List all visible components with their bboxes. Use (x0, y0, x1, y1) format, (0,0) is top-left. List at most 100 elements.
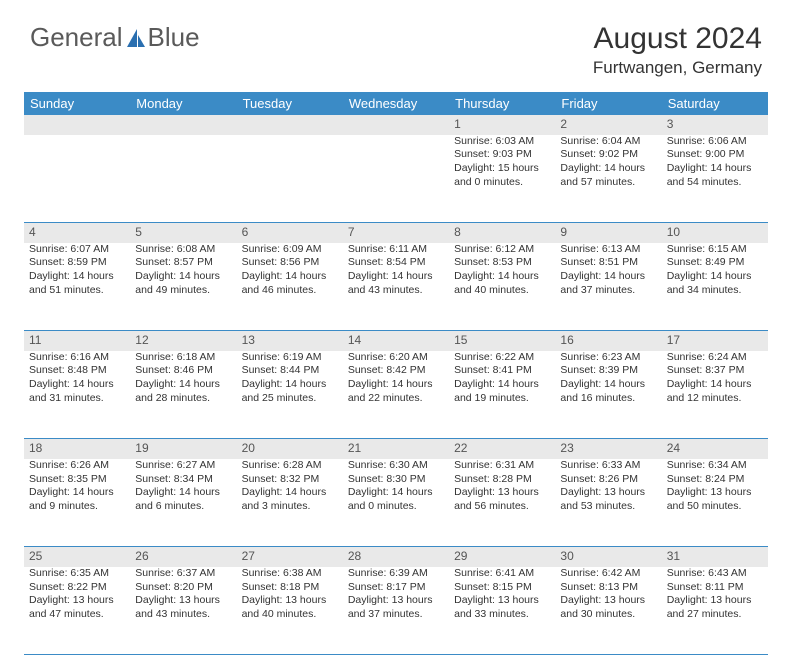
sunrise-text: Sunrise: 6:09 AM (242, 243, 338, 257)
daylight2-text: and 43 minutes. (348, 284, 444, 298)
day-cell: Sunrise: 6:19 AMSunset: 8:44 PMDaylight:… (237, 351, 343, 439)
sunset-text: Sunset: 8:32 PM (242, 473, 338, 487)
sunrise-text: Sunrise: 6:04 AM (560, 135, 656, 149)
daylight1-text: Daylight: 14 hours (454, 270, 550, 284)
sunset-text: Sunset: 8:48 PM (29, 364, 125, 378)
daylight2-text: and 40 minutes. (454, 284, 550, 298)
day-cell: Sunrise: 6:31 AMSunset: 8:28 PMDaylight:… (449, 459, 555, 547)
sunset-text: Sunset: 8:42 PM (348, 364, 444, 378)
day-number: 29 (449, 547, 555, 567)
sunset-text: Sunset: 8:22 PM (29, 581, 125, 595)
daylight1-text: Daylight: 13 hours (667, 486, 763, 500)
daylight2-text: and 19 minutes. (454, 392, 550, 406)
day-number: 28 (343, 547, 449, 567)
day-cell (24, 135, 130, 223)
daylight1-text: Daylight: 13 hours (29, 594, 125, 608)
day-number: 14 (343, 331, 449, 351)
day-number: 7 (343, 223, 449, 243)
daylight1-text: Daylight: 14 hours (242, 378, 338, 392)
sunrise-text: Sunrise: 6:30 AM (348, 459, 444, 473)
day-number (130, 115, 236, 135)
daylight2-text: and 3 minutes. (242, 500, 338, 514)
day-number: 23 (555, 439, 661, 459)
daylight2-text: and 31 minutes. (29, 392, 125, 406)
day-cell: Sunrise: 6:07 AMSunset: 8:59 PMDaylight:… (24, 243, 130, 331)
sunset-text: Sunset: 8:13 PM (560, 581, 656, 595)
page-header: General Blue August 2024 Furtwangen, Ger… (0, 0, 792, 84)
sunset-text: Sunset: 8:28 PM (454, 473, 550, 487)
daylight2-text: and 53 minutes. (560, 500, 656, 514)
daylight2-text: and 51 minutes. (29, 284, 125, 298)
day-number (343, 115, 449, 135)
sunset-text: Sunset: 8:30 PM (348, 473, 444, 487)
sunset-text: Sunset: 8:15 PM (454, 581, 550, 595)
daylight1-text: Daylight: 14 hours (560, 378, 656, 392)
day-cell: Sunrise: 6:34 AMSunset: 8:24 PMDaylight:… (662, 459, 768, 547)
daylight1-text: Daylight: 13 hours (667, 594, 763, 608)
daylight1-text: Daylight: 14 hours (667, 162, 763, 176)
daylight1-text: Daylight: 14 hours (29, 378, 125, 392)
sunrise-text: Sunrise: 6:23 AM (560, 351, 656, 365)
sail-icon (125, 27, 147, 49)
weekday-header: Wednesday (343, 92, 449, 115)
sunset-text: Sunset: 8:44 PM (242, 364, 338, 378)
day-number: 22 (449, 439, 555, 459)
sunset-text: Sunset: 8:11 PM (667, 581, 763, 595)
weekday-header: Thursday (449, 92, 555, 115)
day-cell: Sunrise: 6:03 AMSunset: 9:03 PMDaylight:… (449, 135, 555, 223)
daylight1-text: Daylight: 14 hours (348, 378, 444, 392)
sunset-text: Sunset: 8:57 PM (135, 256, 231, 270)
sunrise-text: Sunrise: 6:19 AM (242, 351, 338, 365)
weekday-header: Friday (555, 92, 661, 115)
daylight2-text: and 27 minutes. (667, 608, 763, 622)
sunset-text: Sunset: 8:37 PM (667, 364, 763, 378)
day-number: 15 (449, 331, 555, 351)
sunset-text: Sunset: 8:51 PM (560, 256, 656, 270)
day-cell: Sunrise: 6:18 AMSunset: 8:46 PMDaylight:… (130, 351, 236, 439)
sunrise-text: Sunrise: 6:07 AM (29, 243, 125, 257)
day-number (237, 115, 343, 135)
day-number: 6 (237, 223, 343, 243)
day-number: 11 (24, 331, 130, 351)
daylight2-text: and 37 minutes. (560, 284, 656, 298)
daylight2-text: and 56 minutes. (454, 500, 550, 514)
sunrise-text: Sunrise: 6:20 AM (348, 351, 444, 365)
sunrise-text: Sunrise: 6:31 AM (454, 459, 550, 473)
day-cell: Sunrise: 6:12 AMSunset: 8:53 PMDaylight:… (449, 243, 555, 331)
daylight1-text: Daylight: 14 hours (560, 162, 656, 176)
day-number: 31 (662, 547, 768, 567)
weekday-header-row: Sunday Monday Tuesday Wednesday Thursday… (24, 92, 768, 115)
sunset-text: Sunset: 9:00 PM (667, 148, 763, 162)
daylight2-text: and 9 minutes. (29, 500, 125, 514)
day-cell (237, 135, 343, 223)
sunrise-text: Sunrise: 6:35 AM (29, 567, 125, 581)
day-cell (130, 135, 236, 223)
daylight2-text: and 33 minutes. (454, 608, 550, 622)
sunset-text: Sunset: 9:02 PM (560, 148, 656, 162)
day-cell: Sunrise: 6:15 AMSunset: 8:49 PMDaylight:… (662, 243, 768, 331)
daylight1-text: Daylight: 14 hours (348, 486, 444, 500)
day-cell: Sunrise: 6:33 AMSunset: 8:26 PMDaylight:… (555, 459, 661, 547)
daylight2-text: and 12 minutes. (667, 392, 763, 406)
daylight2-text: and 47 minutes. (29, 608, 125, 622)
month-title: August 2024 (593, 22, 762, 56)
day-number: 9 (555, 223, 661, 243)
sunset-text: Sunset: 8:18 PM (242, 581, 338, 595)
sunrise-text: Sunrise: 6:13 AM (560, 243, 656, 257)
sunrise-text: Sunrise: 6:39 AM (348, 567, 444, 581)
daynum-row: 25262728293031 (24, 547, 768, 567)
weekday-header: Saturday (662, 92, 768, 115)
day-number: 13 (237, 331, 343, 351)
brand-part2: Blue (148, 22, 200, 53)
sunrise-text: Sunrise: 6:22 AM (454, 351, 550, 365)
brand-logo: General Blue (30, 22, 200, 53)
title-block: August 2024 Furtwangen, Germany (593, 22, 762, 78)
day-cell: Sunrise: 6:37 AMSunset: 8:20 PMDaylight:… (130, 567, 236, 655)
daylight2-text: and 40 minutes. (242, 608, 338, 622)
daylight2-text: and 37 minutes. (348, 608, 444, 622)
day-number: 18 (24, 439, 130, 459)
day-number: 19 (130, 439, 236, 459)
day-cell: Sunrise: 6:11 AMSunset: 8:54 PMDaylight:… (343, 243, 449, 331)
sunrise-text: Sunrise: 6:15 AM (667, 243, 763, 257)
sunset-text: Sunset: 8:17 PM (348, 581, 444, 595)
